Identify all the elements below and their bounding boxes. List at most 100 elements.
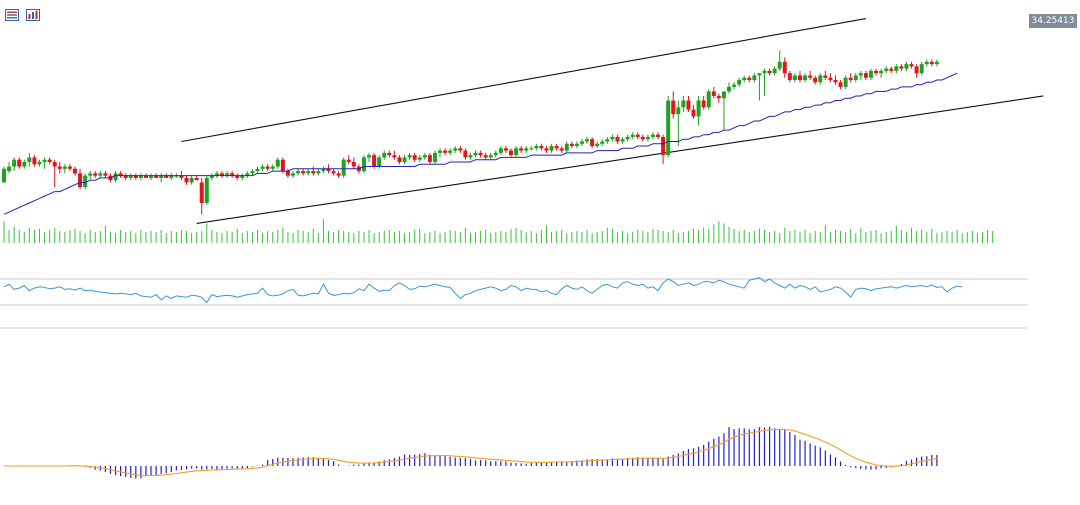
candle (828, 77, 833, 81)
candle (301, 171, 306, 174)
candle (706, 91, 711, 108)
moving-average-line (3, 72, 958, 215)
candle (128, 175, 133, 178)
candle (341, 159, 346, 176)
candle (676, 107, 681, 115)
candle (509, 150, 513, 156)
candle (843, 77, 848, 87)
candle (914, 66, 919, 74)
candle (427, 155, 432, 162)
candle (336, 173, 341, 176)
candle (737, 80, 742, 85)
candle (569, 143, 574, 147)
candle (874, 70, 879, 74)
candle (656, 134, 661, 137)
candle (382, 152, 387, 158)
candle (879, 70, 884, 74)
candle (17, 159, 22, 167)
candle (585, 139, 590, 142)
candle (37, 161, 42, 165)
channel-line-lower (196, 95, 1044, 224)
candle (610, 136, 615, 140)
candle (600, 141, 605, 144)
candle (524, 148, 529, 151)
candle (924, 61, 929, 65)
candle (792, 75, 797, 81)
candle (782, 61, 787, 74)
candle (559, 148, 564, 151)
candle (118, 173, 123, 176)
candle (488, 155, 493, 158)
candle (473, 152, 478, 156)
chart-settings-icon[interactable] (26, 6, 40, 21)
candle (904, 64, 909, 69)
macd-signal-line (4, 428, 937, 477)
candle (666, 100, 671, 156)
candle (868, 70, 873, 78)
candle (412, 155, 417, 160)
candle (757, 73, 762, 76)
candle (549, 146, 554, 151)
candle (721, 91, 726, 99)
candle (377, 157, 382, 167)
candle (772, 68, 777, 74)
candle (534, 146, 539, 149)
candle (620, 139, 625, 142)
candle (422, 155, 427, 158)
candle (468, 155, 473, 158)
candle (711, 91, 716, 96)
candle (503, 148, 508, 151)
candle (818, 75, 823, 83)
candle (12, 159, 17, 167)
candle (285, 171, 290, 176)
candle (149, 175, 154, 178)
candle (889, 68, 894, 71)
candle (88, 173, 93, 176)
candle (296, 171, 301, 174)
candle (245, 173, 250, 176)
candle (93, 173, 98, 176)
candle (432, 152, 437, 162)
candle (833, 80, 838, 83)
candle (564, 143, 569, 151)
candle (230, 173, 235, 176)
candle (635, 134, 640, 137)
candle (7, 166, 12, 172)
candle (275, 159, 280, 167)
candle (453, 148, 458, 151)
candle (797, 75, 802, 81)
candle (640, 136, 645, 140)
candle (47, 159, 52, 162)
candle (265, 166, 270, 169)
candle (133, 175, 138, 178)
candle (52, 161, 57, 167)
candle (899, 66, 904, 69)
candle (199, 182, 204, 203)
list-icon[interactable] (5, 6, 19, 21)
candle (605, 139, 610, 142)
candle (671, 100, 676, 115)
candle (752, 75, 757, 81)
candle (280, 159, 285, 172)
candle (463, 150, 468, 158)
candle (823, 75, 828, 78)
candle (498, 148, 503, 153)
candle (615, 136, 620, 142)
candle (478, 152, 483, 156)
candle (579, 141, 584, 144)
candle (159, 175, 164, 178)
candle (123, 175, 128, 178)
candle (311, 171, 316, 174)
candle (701, 100, 706, 108)
candle (529, 148, 534, 150)
channel-line-upper (181, 18, 866, 143)
candle (483, 155, 488, 158)
candle (62, 166, 67, 169)
candle (686, 100, 691, 110)
candle (909, 64, 914, 67)
candle (179, 175, 184, 178)
candle (681, 100, 686, 108)
candle (387, 152, 392, 156)
candle (184, 177, 189, 183)
